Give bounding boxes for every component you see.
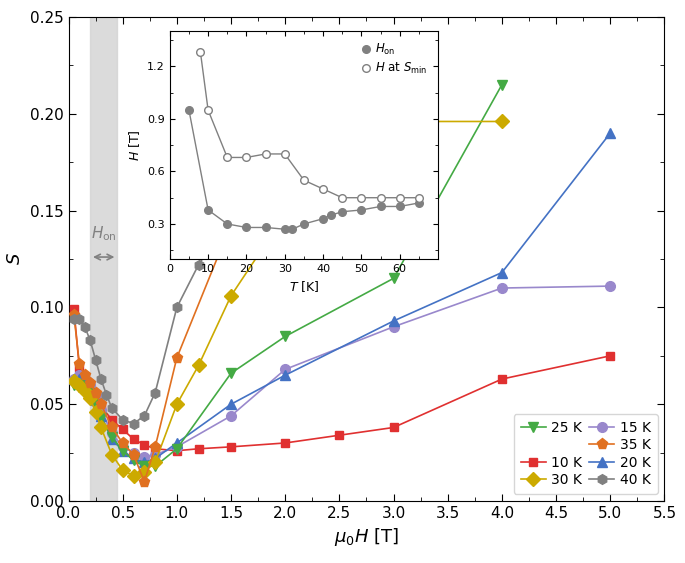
X-axis label: $\mu_0H$ [T]: $\mu_0H$ [T] — [334, 526, 399, 548]
Y-axis label: $S$: $S$ — [6, 253, 25, 265]
Legend: 25 K, , 10 K, 30 K, 15 K, 35 K, 20 K, 40 K: 25 K, , 10 K, 30 K, 15 K, 35 K, 20 K, 40… — [514, 414, 658, 494]
Bar — [90, 17, 117, 501]
Text: $H_{\mathrm{on}}$: $H_{\mathrm{on}}$ — [91, 225, 116, 243]
